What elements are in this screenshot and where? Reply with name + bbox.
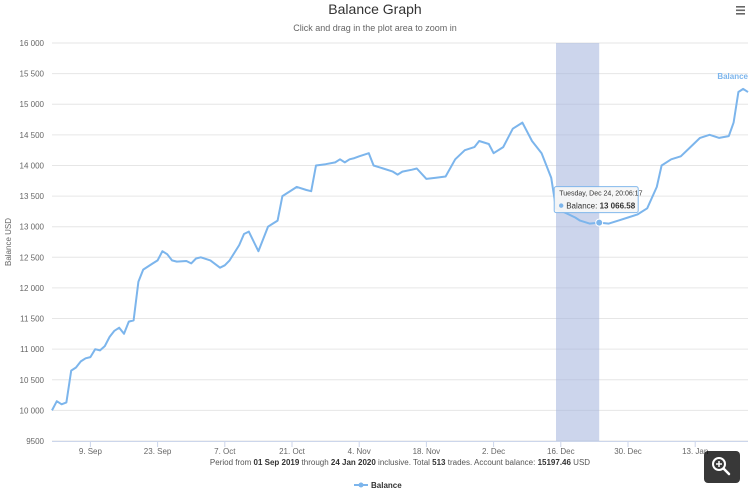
x-tick-label: 21. Oct [279, 447, 306, 456]
x-tick-label: 9. Sep [79, 447, 103, 456]
legend-label: Balance [371, 481, 402, 490]
series-label-balance: Balance [717, 72, 748, 81]
legend-marker [358, 482, 364, 488]
period-from: 01 Sep 2019 [254, 458, 300, 467]
tooltip-point-marker [595, 218, 604, 227]
x-tick-label: 18. Nov [413, 447, 441, 456]
y-tick-label: 16 000 [20, 39, 45, 48]
x-tick-label: 7. Oct [214, 447, 236, 456]
y-tick-label: 14 000 [20, 161, 45, 170]
x-axis-ticks: 9. Sep 23. Sep 7. Oct 21. Oct 4. Nov 18. Nov 2… [79, 441, 708, 456]
y-tick-label: 11 500 [20, 315, 44, 324]
y-tick-label: 12 000 [20, 284, 45, 293]
tooltip-series-name: Balance [566, 202, 595, 211]
x-tick-label: 23. Sep [144, 447, 172, 456]
series-line-balance [51, 87, 749, 411]
y-axis-label: Balance USD [4, 218, 13, 266]
period-middle: inclusive. Total [376, 458, 432, 467]
x-tick-label: 2. Dec [482, 447, 505, 456]
y-tick-label: 10 500 [20, 376, 45, 385]
legend-item-balance[interactable]: Balance [354, 481, 402, 490]
highlight-band [556, 43, 600, 441]
period-through: through [299, 458, 331, 467]
y-axis-ticks: 16 000 15 500 15 000 14 500 14 000 13 500 13 0… [20, 39, 45, 446]
y-tick-label: 15 000 [20, 100, 45, 109]
period-prefix: Period from [210, 458, 254, 467]
period-to: 24 Jan 2020 [331, 458, 376, 467]
magnifier-zoom-icon [712, 457, 731, 476]
tooltip-value-line: Balance: 13 066.58 [566, 202, 636, 211]
tooltip-date: Tuesday, Dec 24, 20:06:17 [559, 191, 642, 198]
tooltip-box [553, 186, 639, 214]
y-tick-label: 15 500 [20, 70, 45, 79]
y-tick-label: 13 000 [20, 223, 45, 232]
tooltip-series-dot [559, 203, 564, 208]
y-tick-label: 13 500 [20, 192, 45, 201]
y-tick-label: 11 000 [20, 345, 44, 354]
x-tick-label: 4. Nov [348, 447, 371, 456]
hamburger-icon [736, 6, 745, 15]
period-currency: USD [571, 458, 590, 467]
x-tick-label: 16. Dec [547, 447, 575, 456]
period-trades: 513 [432, 458, 446, 467]
y-tick-label: 12 500 [20, 253, 45, 262]
period-summary: Period from 01 Sep 2019 through 24 Jan 2… [210, 458, 590, 467]
y-tick-label: 10 000 [20, 406, 45, 415]
period-balance: 15197.46 [538, 458, 572, 467]
y-tick-label: 14 500 [20, 131, 45, 140]
x-tick-label: 30. Dec [614, 447, 642, 456]
y-tick-label: 9500 [26, 437, 44, 446]
menu-button[interactable] [733, 3, 747, 17]
chart-subtitle: Click and drag in the plot area to zoom … [293, 23, 457, 33]
zoom-button[interactable] [704, 451, 740, 483]
period-trades-label: trades. Account balance: [446, 458, 538, 467]
gridlines [52, 42, 748, 442]
chart-title: Balance Graph [328, 1, 421, 17]
x-tick-label: 13. Jan [682, 447, 708, 456]
tooltip-value: 13 066.58 [600, 202, 636, 211]
tooltip: Tuesday, Dec 24, 20:06:17 Balance: 13 06… [553, 186, 643, 214]
